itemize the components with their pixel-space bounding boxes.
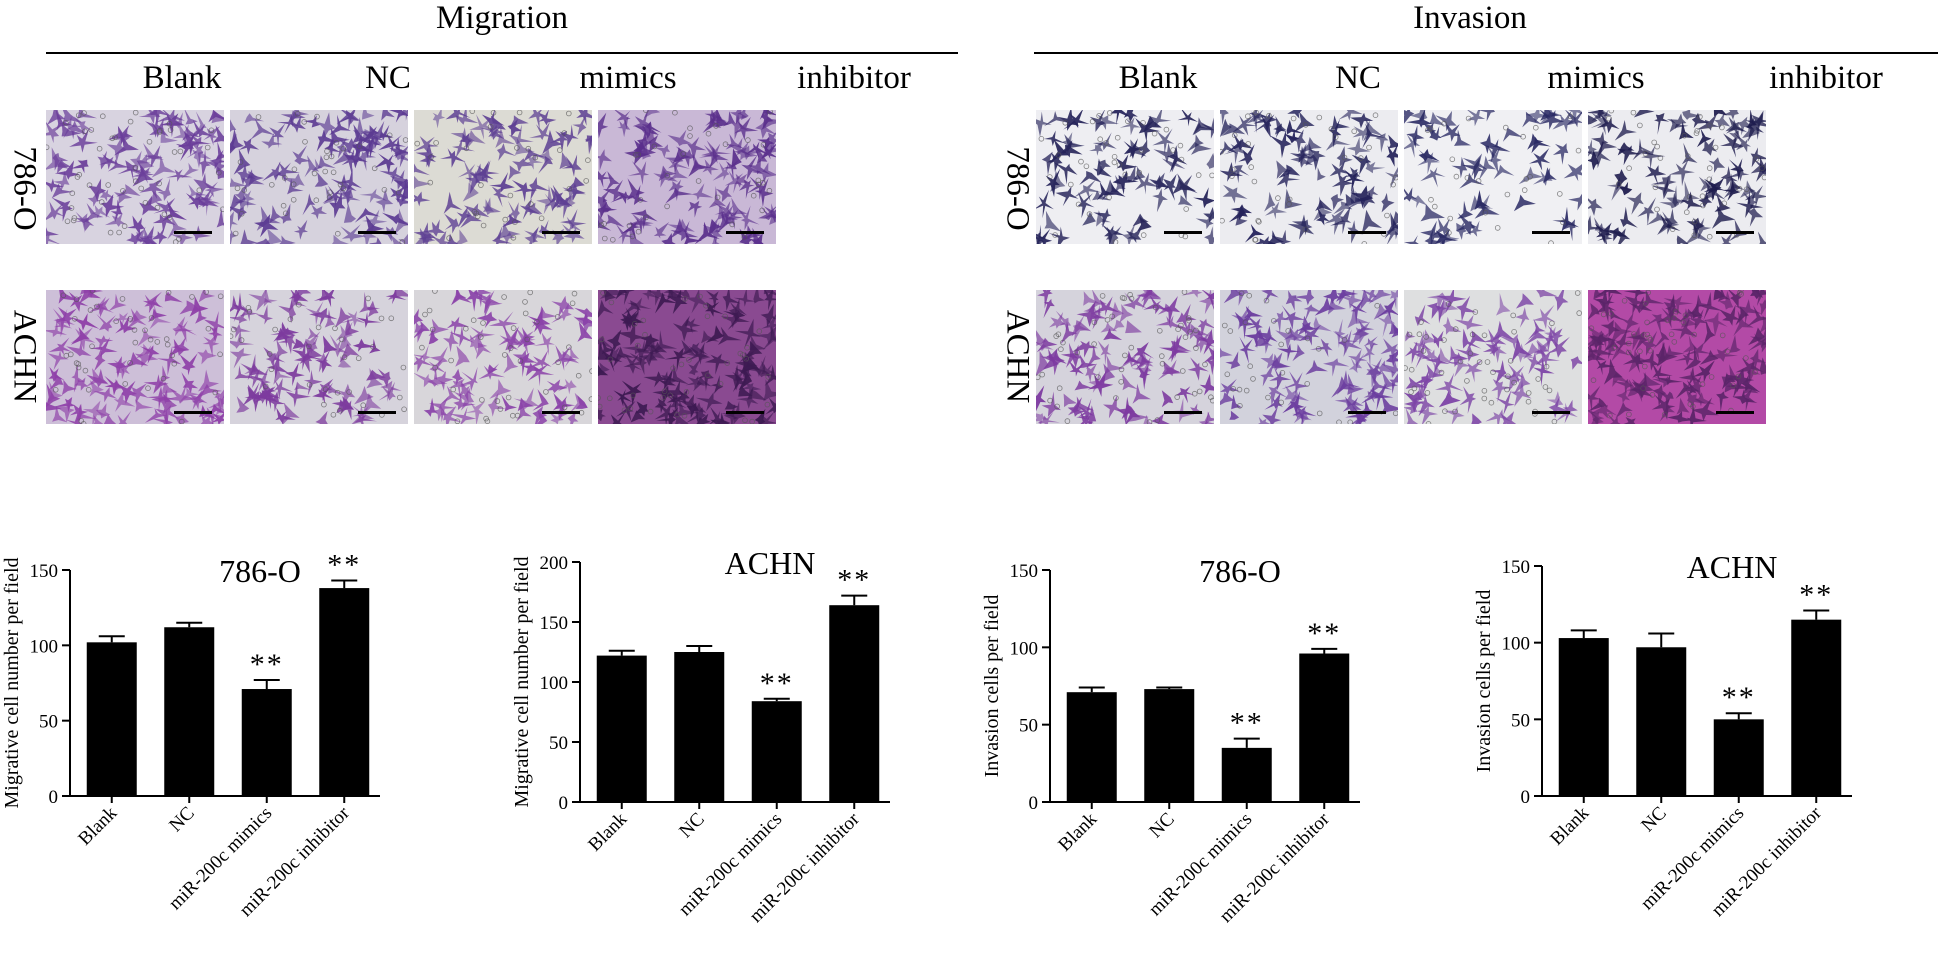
y-tick-label: 0 <box>1521 787 1531 808</box>
bar <box>1791 619 1842 796</box>
micrograph-invasion-achn-inhibitor <box>1588 290 1766 424</box>
x-tick-label: Blank <box>584 808 631 855</box>
y-tick-label: 200 <box>540 553 569 574</box>
invasion-title: Invasion <box>1413 0 1527 36</box>
y-tick-label: 150 <box>540 613 569 634</box>
invasion-rule <box>1034 52 1938 54</box>
micrograph-migration-786o-mimics <box>414 110 592 244</box>
y-axis-label: Invasion cells per field <box>1473 590 1495 773</box>
chart-title: 786-O <box>219 553 301 589</box>
bar <box>164 627 215 796</box>
bar <box>319 588 370 796</box>
migration-col-inhibitor: inhibitor <box>797 60 911 96</box>
micrograph-invasion-achn-blank <box>1036 290 1214 424</box>
micrograph-migration-achn-nc <box>230 290 408 424</box>
y-axis-label: Migrative cell number per field <box>511 556 533 807</box>
micrograph-invasion-achn-mimics <box>1404 290 1582 424</box>
bar <box>1144 689 1195 802</box>
y-tick-label: 100 <box>1502 634 1531 655</box>
migration-col-blank: Blank <box>142 60 222 96</box>
bar <box>1636 647 1687 796</box>
invasion-col-mimics: mimics <box>1547 60 1645 96</box>
significance-marker: ** <box>1799 578 1833 611</box>
chart-migration-achn: 0 50 100 150 200 Migrative cell number per fi… <box>492 490 962 963</box>
chart-title: ACHN <box>1687 549 1778 585</box>
invasion-col-blank: Blank <box>1118 60 1198 96</box>
micrograph-invasion-786o-inhibitor <box>1588 110 1766 244</box>
micrograph-invasion-786o-mimics <box>1404 110 1582 244</box>
y-tick-label: 100 <box>1010 638 1039 659</box>
migration-col-nc: NC <box>365 60 411 96</box>
bar <box>829 605 880 802</box>
y-tick-label: 150 <box>1010 561 1039 582</box>
y-tick-label: 150 <box>30 561 59 582</box>
bar <box>751 701 802 802</box>
significance-marker: ** <box>327 549 361 582</box>
y-tick-label: 0 <box>1029 793 1039 814</box>
x-tick-label: NC <box>165 803 199 837</box>
micrograph-migration-achn-inhibitor <box>598 290 776 424</box>
bar <box>1558 638 1609 796</box>
invasion-row-achn: ACHN <box>999 309 1036 404</box>
chart-migration-786o: 0 50 100 150 Migrative cell number per field… <box>0 490 470 963</box>
bar <box>86 642 137 796</box>
significance-marker: ** <box>1230 707 1264 740</box>
bar <box>1713 719 1764 796</box>
y-tick-label: 50 <box>1019 716 1038 737</box>
significance-marker: ** <box>760 667 794 700</box>
micrograph-migration-786o-inhibitor <box>598 110 776 244</box>
micrograph-migration-786o-nc <box>230 110 408 244</box>
chart-invasion-786o: 0 50 100 150 Invasion cells per field 786-O Bl… <box>981 490 1462 963</box>
bar <box>1299 653 1350 802</box>
y-tick-label: 50 <box>549 733 568 754</box>
bar <box>1221 747 1272 802</box>
x-tick-label: Blank <box>1054 808 1101 855</box>
significance-marker: ** <box>250 648 284 681</box>
micrograph-migration-achn-blank <box>46 290 224 424</box>
bar <box>241 689 292 796</box>
micrograph-invasion-786o-nc <box>1220 110 1398 244</box>
x-tick-label: NC <box>1145 809 1179 843</box>
y-tick-label: 150 <box>1502 557 1531 578</box>
x-tick-label: NC <box>675 809 709 843</box>
y-tick-label: 0 <box>559 793 569 814</box>
migration-row-achn: ACHN <box>6 309 43 404</box>
y-axis-label: Invasion cells per field <box>981 595 1003 778</box>
migration-col-mimics: mimics <box>579 60 677 96</box>
x-tick-label: Blank <box>74 802 121 849</box>
micrograph-invasion-achn-nc <box>1220 290 1398 424</box>
y-tick-label: 50 <box>1511 710 1530 731</box>
chart-invasion-achn: 0 50 100 150 Invasion cells per field ACHN Bla… <box>1473 490 1943 963</box>
bar <box>1066 692 1117 802</box>
y-tick-label: 100 <box>30 636 59 657</box>
bar <box>674 652 725 802</box>
micrograph-invasion-786o-blank <box>1036 110 1214 244</box>
micrograph-migration-786o-blank <box>46 110 224 244</box>
significance-marker: ** <box>1722 681 1756 714</box>
x-tick-label: Blank <box>1546 802 1593 849</box>
chart-title: 786-O <box>1199 553 1281 589</box>
x-tick-label: NC <box>1637 803 1671 837</box>
migration-rule <box>46 52 958 54</box>
invasion-col-inhibitor: inhibitor <box>1769 60 1883 96</box>
y-tick-label: 100 <box>540 673 569 694</box>
significance-marker: ** <box>837 564 871 597</box>
y-axis-label: Migrative cell number per field <box>1 557 23 808</box>
y-tick-label: 50 <box>39 712 58 733</box>
chart-title: ACHN <box>725 545 816 581</box>
significance-marker: ** <box>1307 617 1341 650</box>
migration-title: Migration <box>436 0 568 36</box>
invasion-col-nc: NC <box>1335 60 1381 96</box>
y-tick-label: 0 <box>49 787 59 808</box>
micrograph-migration-achn-mimics <box>414 290 592 424</box>
bar <box>596 655 647 802</box>
